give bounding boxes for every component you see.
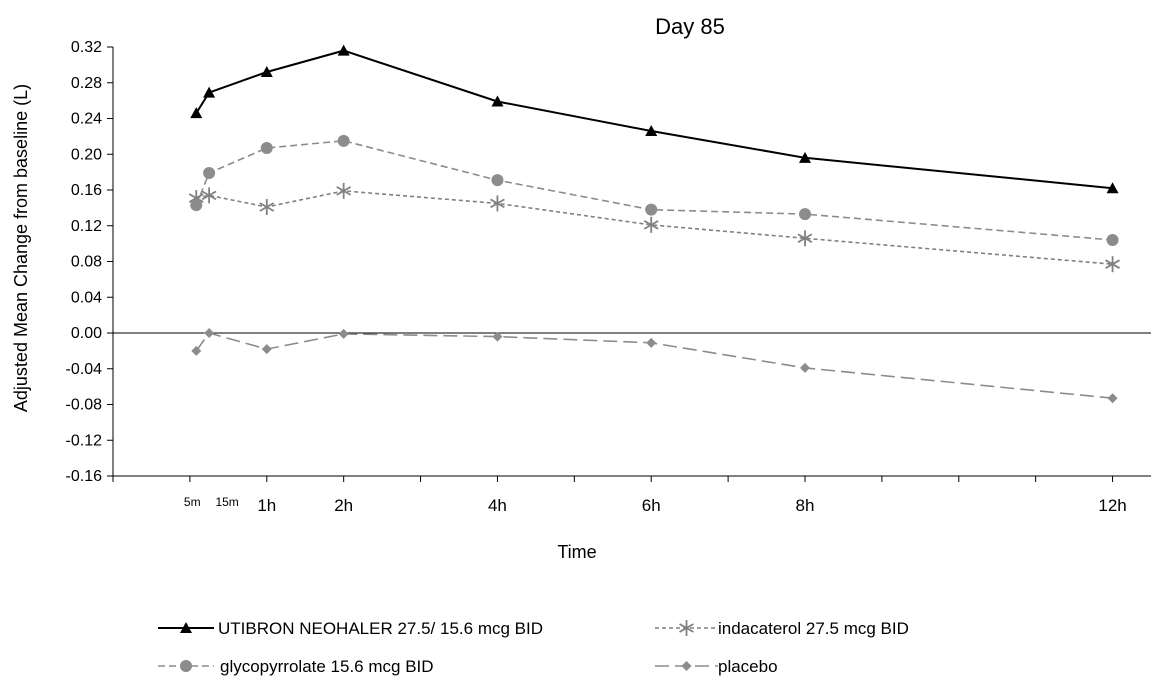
chart-title: Day 85: [655, 14, 725, 39]
data-point: [190, 199, 203, 212]
data-point: [645, 125, 658, 137]
x-tick-label: 4h: [488, 496, 507, 515]
x-tick-label: 2h: [334, 496, 353, 515]
x-tick-label: 6h: [642, 496, 661, 515]
y-tick-label: -0.08: [66, 397, 103, 414]
data-point: [490, 195, 505, 212]
series-3: [191, 328, 1118, 404]
series-layer: [188, 44, 1120, 404]
data-point: [191, 345, 202, 356]
x-tick-label: 15m: [215, 495, 238, 509]
legend-label: placebo: [718, 657, 778, 676]
y-tick-label: -0.16: [66, 468, 103, 485]
y-tick-label: 0.04: [71, 289, 102, 306]
y-tick-label: 0.24: [71, 111, 102, 128]
series-2: [190, 134, 1119, 247]
y-tick-label: 0.20: [71, 146, 102, 163]
series-line: [196, 190, 1113, 265]
legend-label: glycopyrrolate 15.6 mcg BID: [220, 657, 434, 676]
legend: UTIBRON NEOHALER 27.5/ 15.6 mcg BID indac…: [158, 619, 909, 676]
data-point: [204, 328, 215, 338]
data-point: [1107, 393, 1118, 404]
data-point: [260, 66, 273, 78]
x-axis: 5m 15m 1h 2h 4h 6h 8h 12h: [112, 475, 1151, 515]
x-tick-label: 12h: [1098, 496, 1126, 515]
y-tick-label: 0.00: [71, 325, 102, 342]
data-point: [203, 167, 216, 180]
data-point: [797, 230, 813, 247]
data-point: [1106, 182, 1119, 194]
data-point: [203, 86, 216, 98]
legend-marker: [180, 660, 192, 672]
series-line: [195, 332, 1113, 399]
data-point: [491, 174, 504, 187]
data-point: [1105, 256, 1120, 273]
legend-item: indacaterol 27.5 mcg BID: [655, 619, 909, 638]
data-point: [491, 95, 504, 107]
x-axis-label: Time: [557, 542, 596, 562]
x-tick-label: 8h: [796, 496, 815, 515]
x-tick-label: 1h: [257, 496, 276, 515]
series-0: [190, 44, 1119, 194]
data-point: [336, 182, 352, 199]
data-point: [190, 107, 203, 119]
data-point: [492, 331, 503, 342]
y-tick-label: 0.32: [71, 39, 102, 56]
y-tick-label: 0.16: [71, 182, 102, 199]
x-tick-label: 5m: [184, 495, 201, 509]
data-point: [260, 141, 273, 154]
series-1: [188, 182, 1120, 273]
data-point: [201, 187, 217, 204]
data-point: [337, 44, 350, 56]
legend-marker: [180, 622, 192, 633]
data-point: [259, 198, 275, 215]
series-line: [195, 139, 1113, 241]
legend-item: placebo: [655, 657, 778, 676]
data-point: [643, 216, 659, 233]
legend-item: UTIBRON NEOHALER 27.5/ 15.6 mcg BID: [158, 619, 543, 638]
y-tick-label: -0.12: [66, 432, 103, 449]
legend-item: glycopyrrolate 15.6 mcg BID: [158, 657, 434, 676]
data-point: [1106, 234, 1119, 247]
series-line: [195, 49, 1113, 190]
legend-label: UTIBRON NEOHALER 27.5/ 15.6 mcg BID: [218, 619, 543, 638]
data-point: [799, 151, 811, 163]
y-axis: -0.16 -0.12 -0.08 -0.04 0.00 0.04 0.08 0.12 0.16…: [66, 39, 114, 485]
y-tick-label: 0.28: [71, 75, 102, 92]
data-point: [646, 337, 657, 348]
legend-label: indacaterol 27.5 mcg BID: [718, 619, 909, 638]
legend-marker: [679, 620, 694, 636]
y-tick-label: 0.08: [71, 254, 102, 271]
data-point: [645, 203, 658, 216]
data-point: [800, 362, 810, 373]
y-tick-label: 0.12: [71, 218, 102, 235]
data-point: [799, 208, 811, 221]
legend-marker: [681, 661, 692, 671]
y-tick-label: -0.04: [66, 361, 103, 378]
data-point: [261, 344, 272, 355]
y-axis-label: Adjusted Mean Change from baseline (L): [11, 84, 31, 412]
data-point: [338, 328, 349, 339]
data-point: [337, 134, 350, 147]
